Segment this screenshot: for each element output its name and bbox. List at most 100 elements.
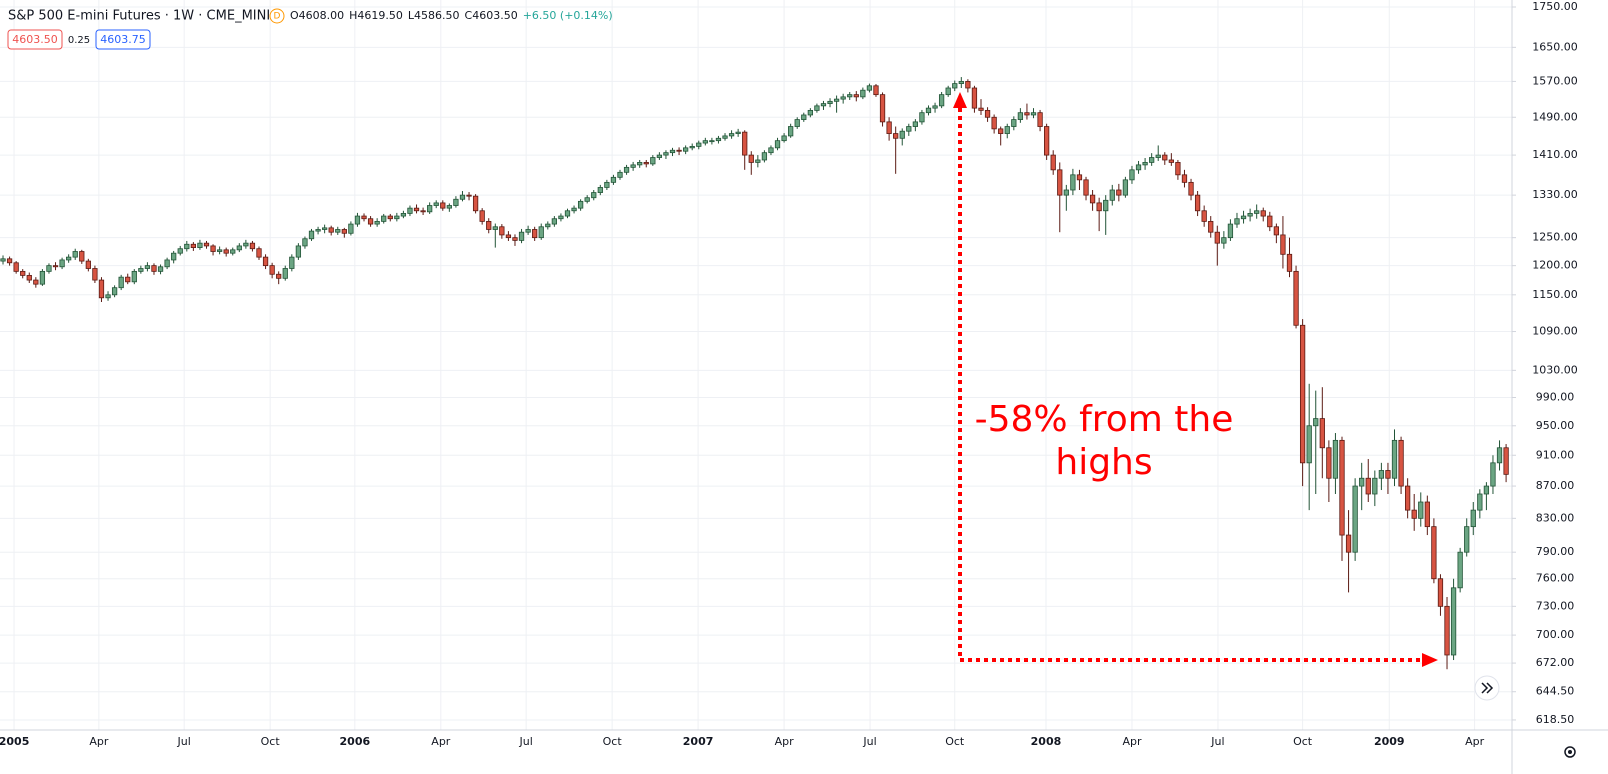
candle-body [1050, 154, 1056, 171]
candle-body [1359, 477, 1365, 487]
candle-body [840, 96, 846, 100]
settings-button[interactable] [1564, 746, 1576, 758]
candle-body [1011, 119, 1017, 127]
candle-body [538, 226, 544, 239]
candle-body [860, 89, 866, 98]
candle-body [689, 145, 695, 149]
candle-body [72, 251, 78, 258]
candle-body [1378, 470, 1385, 479]
candle-body [801, 114, 807, 120]
y-tick-label: 1330.00 [1532, 188, 1578, 201]
candle-body [66, 256, 72, 261]
candle-body [604, 181, 610, 188]
ohlc-value: +6.50 (+0.14%) [523, 9, 613, 22]
candle-body [197, 242, 203, 248]
candles [0, 77, 1509, 670]
annotation: highs [1055, 442, 1152, 483]
candle-body [479, 210, 485, 222]
candle-body [886, 121, 892, 134]
candle-body [315, 229, 321, 232]
y-tick-label: 1030.00 [1532, 363, 1578, 376]
candle-body [1267, 215, 1273, 228]
candle-body [610, 176, 617, 183]
price-box [95, 29, 151, 50]
candle-body [978, 107, 984, 111]
candle-body [1345, 534, 1352, 553]
candle-body [1194, 194, 1201, 212]
candle-body [367, 218, 374, 225]
candle-body [322, 227, 328, 230]
candle-body [1162, 154, 1168, 161]
candle-body [243, 242, 249, 247]
candle-body [59, 259, 65, 268]
candle-body [1280, 234, 1286, 255]
y-tick-label: 618.50 [1536, 713, 1575, 726]
candle-body [440, 202, 446, 209]
candle-body [1063, 189, 1069, 196]
y-tick-label: 830.00 [1536, 511, 1575, 524]
candle-body [971, 87, 978, 109]
candle-body [203, 242, 210, 247]
candle-body [958, 81, 964, 85]
candle-body [1234, 218, 1240, 225]
candle-body [853, 94, 859, 98]
candle-body [282, 268, 288, 279]
candle-body [1313, 418, 1319, 427]
candle-body [551, 218, 557, 225]
ohlc-value: O4608.00 [290, 9, 344, 22]
candle-body [630, 164, 636, 168]
candle-body [354, 215, 361, 225]
candle-body [558, 215, 564, 220]
candle-body [873, 85, 879, 96]
y-tick-label: 1150.00 [1532, 288, 1578, 301]
candle-body [92, 268, 98, 281]
y-tick-label: 1750.00 [1532, 0, 1578, 13]
candle-body [125, 276, 131, 283]
candle-body [998, 128, 1004, 134]
candle-body [26, 275, 32, 281]
candle-body [899, 130, 905, 139]
bid-price: 4603.50 [12, 33, 58, 46]
candle-body [938, 94, 945, 107]
candle-body [715, 137, 722, 142]
x-tick-label: 2005 [0, 735, 29, 748]
candle-body [676, 149, 682, 152]
candle-body [584, 197, 590, 202]
candle-body [157, 266, 164, 272]
candle-body [171, 252, 177, 261]
gear-center [1568, 750, 1572, 754]
candle-body [289, 256, 295, 269]
candle-body [1201, 210, 1207, 222]
candle-body [269, 265, 275, 275]
candle-body [866, 85, 873, 91]
y-tick-label: 910.00 [1536, 448, 1575, 461]
candle-body [518, 231, 525, 241]
candle-body [1129, 169, 1135, 181]
candle-body [1070, 174, 1076, 191]
candle-body [577, 200, 584, 209]
y-tick-label: 1490.00 [1532, 110, 1578, 123]
candle-body [1411, 509, 1417, 519]
y-tick-label: 1650.00 [1532, 40, 1578, 53]
candle-body [1483, 485, 1490, 495]
candle-body [111, 287, 118, 296]
x-tick-label: Apr [1465, 735, 1485, 748]
candle-body [696, 142, 702, 147]
chart-title: S&P 500 E-mini Futures · 1W · CME_MINI [8, 9, 270, 24]
candle-body [433, 202, 439, 206]
candle-body [39, 270, 46, 285]
candle-body [984, 109, 991, 118]
candle-body [906, 126, 912, 132]
candle-body [164, 259, 170, 268]
candle-body [131, 270, 137, 283]
candle-body [932, 105, 938, 109]
candle-body [33, 279, 39, 285]
x-tick-label: 2009 [1374, 735, 1405, 748]
candle-body [1221, 237, 1227, 244]
ohlc-value: L4586.50 [408, 9, 460, 22]
candle-body [335, 229, 341, 233]
drawdown-arrow [953, 92, 1438, 667]
candle-body [1149, 157, 1155, 163]
candle-body [1155, 154, 1161, 158]
candle-body [1293, 270, 1299, 326]
